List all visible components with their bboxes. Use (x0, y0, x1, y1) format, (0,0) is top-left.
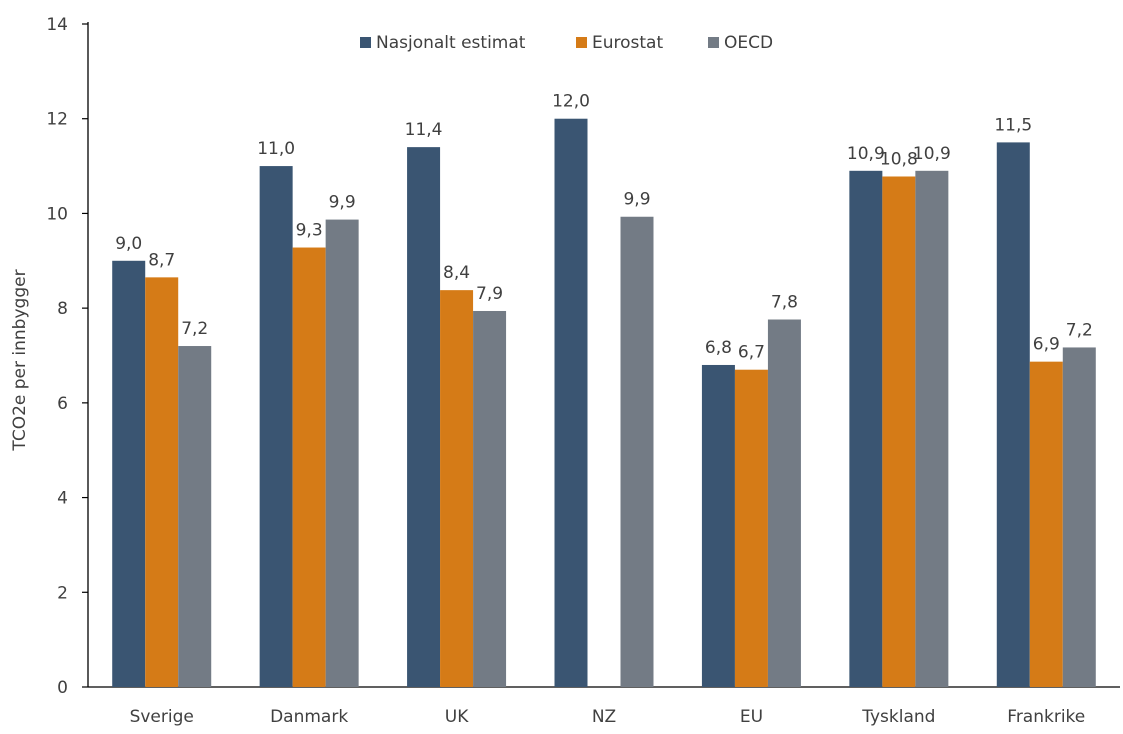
data-label-eurostat-sverige: 8,7 (148, 250, 175, 270)
data-label-nasjonalt-estimat-sverige: 9,0 (115, 234, 142, 254)
y-tick-label: 0 (57, 678, 68, 698)
bar-oecd-frankrike (1062, 347, 1096, 687)
bar-oecd-uk (473, 310, 507, 687)
x-tick-label-tyskland: Tyskland (861, 707, 935, 727)
bar-nasjonalt-estimat-danmark (259, 166, 293, 688)
data-label-eurostat-eu: 6,7 (738, 343, 765, 363)
data-label-oecd-uk: 7,9 (476, 284, 503, 304)
bar-oecd-tyskland (915, 170, 949, 688)
x-tick-label-sverige: Sverige (130, 707, 194, 727)
data-label-nasjonalt-estimat-uk: 11,4 (405, 120, 443, 140)
bar-oecd-danmark (325, 219, 359, 687)
legend-label-oecd: OECD (724, 33, 773, 53)
bar-nasjonalt-estimat-uk (407, 147, 441, 688)
data-label-oecd-tyskland: 10,9 (913, 144, 951, 164)
bar-eurostat-tyskland (882, 176, 916, 688)
bar-nasjonalt-estimat-frankrike (996, 142, 1030, 688)
bar-eurostat-frankrike (1029, 361, 1063, 687)
data-label-nasjonalt-estimat-eu: 6,8 (705, 338, 732, 358)
bar-oecd-sverige (178, 346, 212, 687)
x-tick-labels: Sverige Danmark UK NZ EU Tyskland Frankrike (130, 707, 1086, 727)
legend: Nasjonalt estimat Eurostat OECD (360, 33, 773, 53)
y-tick-label: 8 (57, 299, 68, 319)
y-tick-label: 6 (57, 394, 68, 414)
bar-eurostat-uk (440, 290, 474, 687)
bar-eurostat-sverige (145, 277, 179, 687)
legend-swatch-nasjonalt-estimat (360, 37, 371, 48)
y-tick-label: 4 (57, 489, 68, 509)
x-tick-label-frankrike: Frankrike (1007, 707, 1085, 727)
bars (112, 118, 1096, 688)
y-tick-labels: 0 2 4 6 8 10 12 14 (46, 15, 68, 698)
bar-nasjonalt-estimat-sverige (112, 260, 146, 687)
y-tick-label: 2 (57, 583, 68, 603)
legend-label-eurostat: Eurostat (592, 33, 663, 53)
y-tick-label: 14 (46, 15, 68, 35)
data-label-eurostat-tyskland: 10,8 (880, 149, 918, 169)
legend-label-nasjonalt-estimat: Nasjonalt estimat (376, 33, 526, 53)
data-label-eurostat-danmark: 9,3 (296, 221, 323, 241)
bar-nasjonalt-estimat-nz (554, 118, 588, 687)
bar-nasjonalt-estimat-eu (701, 364, 735, 687)
axes (82, 22, 1120, 688)
x-tick-label-nz: NZ (592, 707, 616, 727)
data-label-oecd-frankrike: 7,2 (1066, 320, 1093, 340)
bar-eurostat-eu (734, 369, 768, 687)
data-label-eurostat-frankrike: 6,9 (1033, 335, 1060, 355)
data-label-eurostat-uk: 8,4 (443, 263, 470, 283)
data-label-nasjonalt-estimat-frankrike: 11,5 (994, 115, 1032, 135)
legend-swatch-oecd (708, 37, 719, 48)
data-label-oecd-danmark: 9,9 (329, 193, 356, 213)
legend-swatch-eurostat (576, 37, 587, 48)
data-label-nasjonalt-estimat-tyskland: 10,9 (847, 144, 885, 164)
data-labels: 9,0 8,7 7,2 11,0 9,3 9,9 11,4 8,4 7,9 12,0 9,9 6,8 6… (115, 92, 1093, 363)
y-tick-label: 10 (46, 204, 68, 224)
data-label-oecd-sverige: 7,2 (181, 319, 208, 339)
data-label-nasjonalt-estimat-danmark: 11,0 (257, 139, 295, 159)
x-tick-label-uk: UK (445, 707, 469, 727)
bar-eurostat-danmark (292, 247, 326, 688)
x-tick-label-eu: EU (740, 707, 763, 727)
y-axis-label: TCO2e per innbygger (10, 269, 30, 451)
bar-oecd-eu (767, 319, 801, 687)
data-label-oecd-eu: 7,8 (771, 293, 798, 313)
bar-nasjonalt-estimat-tyskland (849, 170, 883, 688)
data-label-nasjonalt-estimat-nz: 12,0 (552, 92, 590, 112)
bar-oecd-nz (620, 216, 654, 687)
x-tick-label-danmark: Danmark (270, 707, 348, 727)
data-label-oecd-nz: 9,9 (623, 190, 650, 210)
y-tick-label: 12 (46, 110, 68, 130)
